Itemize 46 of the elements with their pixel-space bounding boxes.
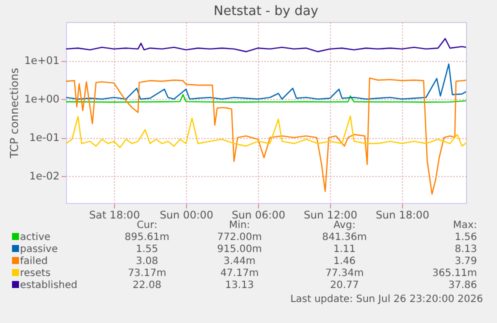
text: 20.77: [329, 280, 360, 292]
chart-title: Netstat - by day: [214, 4, 319, 19]
legend-label: failed: [19, 256, 49, 268]
legend-label: established: [19, 280, 78, 292]
text: 22.08: [132, 280, 162, 292]
text: 1.56: [454, 232, 477, 244]
x-tick-label: Sun 06:00: [232, 210, 286, 222]
legend-label: active: [19, 232, 52, 244]
text: Max:: [452, 220, 477, 232]
text: Min:: [228, 220, 252, 232]
y-tick-label: 1e+00: [24, 94, 60, 106]
text: 1.46: [332, 256, 357, 268]
x-tick-label: Sun 18:00: [376, 210, 430, 222]
text: 3.08: [134, 256, 160, 268]
line-series: [66, 63, 466, 100]
line-series: [66, 77, 466, 195]
line-series: [66, 38, 466, 52]
y-axis-title: TCP connections: [8, 68, 22, 160]
x-tick-label: Sat 18:00: [89, 210, 140, 222]
line-series: [66, 116, 466, 148]
legend-label: resets: [19, 268, 52, 280]
text: 73.17m: [126, 268, 168, 280]
text: Cur:: [136, 220, 158, 232]
text: 13.13: [224, 280, 255, 292]
text: 8.13: [454, 244, 477, 256]
x-tick-label: Sun 12:00: [304, 210, 358, 222]
text: 915.00m: [216, 244, 263, 256]
text: 77.34m: [324, 268, 365, 280]
legend-label: passive: [19, 244, 59, 256]
text: 1.11: [332, 244, 357, 256]
text: 47.17m: [219, 268, 260, 280]
text: 772.00m: [216, 232, 263, 244]
text: 1.55: [134, 244, 160, 256]
y-tick-label: 1e-01: [29, 132, 60, 144]
text: Avg:: [332, 220, 356, 232]
text: 3.44m: [222, 256, 256, 268]
text: Last update: Sun Jul 26 23:20:00 2026: [290, 294, 483, 305]
x-tick-label: Sun 00:00: [160, 210, 214, 222]
text: 841.36m: [321, 232, 368, 244]
line-series: [66, 94, 466, 103]
text: 895.61m: [124, 232, 170, 244]
text: 365.11m: [431, 268, 477, 280]
y-tick-label: 1e-02: [29, 170, 60, 183]
text: 37.86: [447, 280, 477, 292]
y-tick-label: 1e+01: [24, 55, 60, 68]
text: 3.79: [454, 256, 477, 268]
